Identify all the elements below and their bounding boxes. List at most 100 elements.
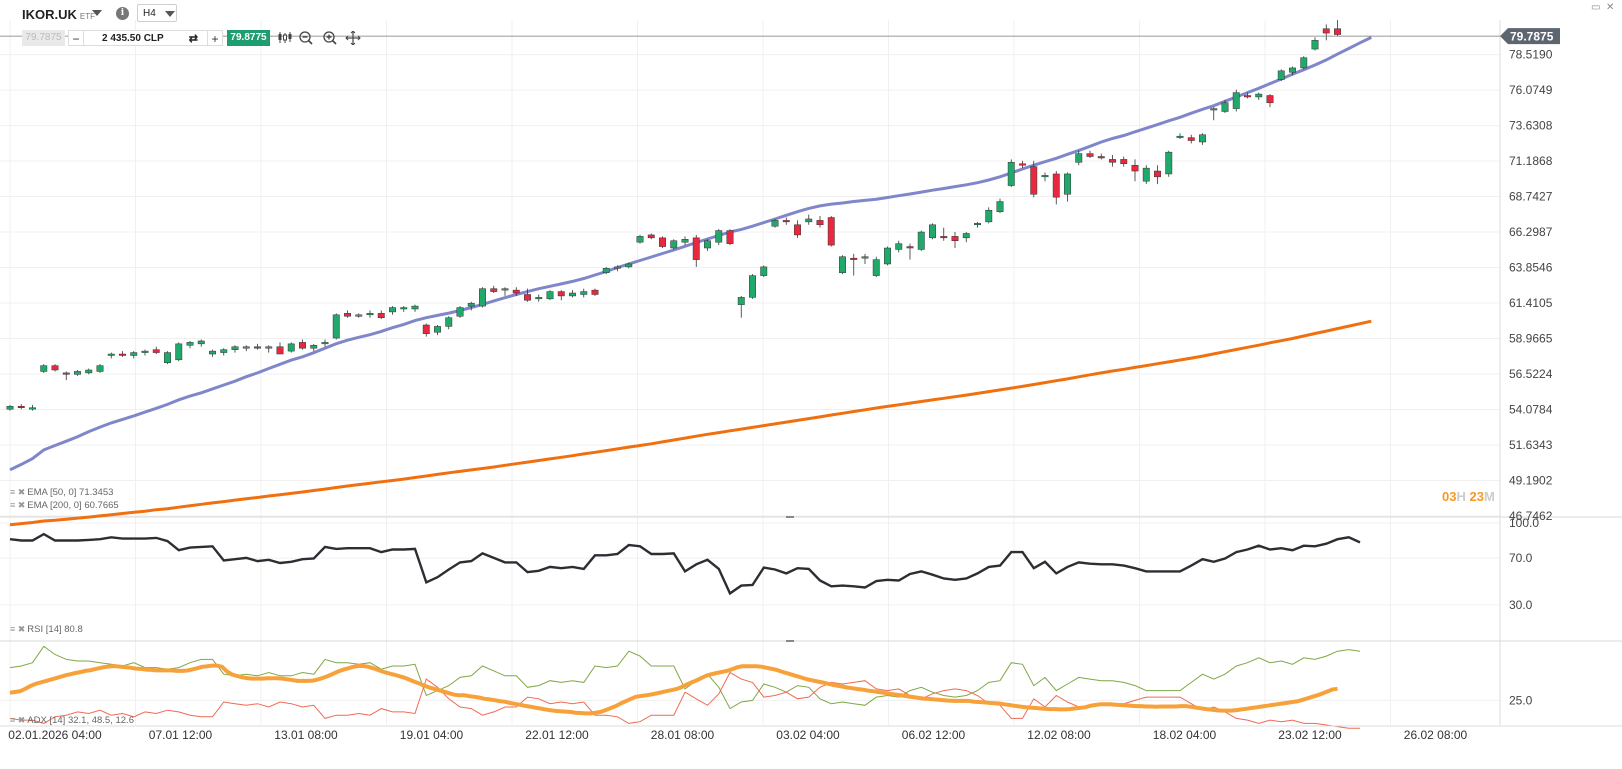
candle-countdown: 03H 23M (1442, 489, 1495, 504)
candle-up (636, 236, 644, 243)
candle-up (895, 243, 903, 250)
candles-icon[interactable] (277, 31, 293, 45)
candle-up (209, 350, 216, 355)
ema50-line-group (9, 36, 1372, 472)
candle-up (602, 268, 610, 273)
y-tick-label: 71.1868 (1509, 154, 1553, 168)
y-tick-label: 66.2987 (1509, 225, 1553, 239)
settings-icon[interactable]: ≡ ✖ (10, 624, 26, 634)
candle-up (985, 209, 993, 223)
rsi-pane (9, 532, 1361, 596)
candle-up (625, 263, 633, 268)
candle-up (962, 233, 970, 239)
candle-down (1019, 163, 1026, 166)
adx-legend[interactable]: ≡ ✖ ADX [14] 32.1, 48.5, 12.6 (10, 715, 134, 726)
candle-up (569, 292, 576, 297)
settings-icon[interactable]: ≡ ✖ (10, 500, 26, 510)
quantity-input[interactable]: 2 435.50 CLP ⇄ (84, 30, 208, 46)
candle-up (445, 317, 453, 327)
candle-up (1176, 135, 1184, 138)
candle-down (1334, 28, 1341, 35)
y-tick-label: 63.8546 (1509, 261, 1553, 275)
candle-up (242, 346, 250, 349)
info-icon[interactable]: i (116, 7, 129, 20)
crosshair-icon[interactable] (345, 31, 361, 45)
x-tick-label: 26.02 08:00 (1404, 728, 1468, 742)
candle-up (1221, 102, 1229, 112)
candle-up (805, 218, 813, 223)
symbol-selector[interactable]: IKOR.UK ETF (22, 7, 95, 22)
candle-up (1007, 162, 1015, 186)
timeframe-select[interactable]: H4 (137, 4, 177, 22)
candle-down (726, 230, 734, 244)
y-tick-label: 46.7462 (1509, 509, 1553, 523)
candle-up (872, 259, 880, 276)
candle-up (760, 266, 768, 276)
candle-up (839, 256, 846, 273)
settings-icon[interactable]: ≡ ✖ (10, 715, 26, 725)
x-tick-label: 22.01 12:00 (525, 728, 589, 742)
close-icon[interactable]: ✕ (1606, 2, 1615, 13)
minimize-icon[interactable]: ▭ (1591, 2, 1601, 13)
candle-up (287, 343, 295, 352)
current-price-label: 79.7875 (1510, 30, 1554, 44)
candle-up (614, 266, 621, 269)
candle-up (1165, 151, 1173, 175)
countdown-minutes: 23 (1469, 489, 1484, 504)
candle-up (861, 256, 869, 259)
candle-up (29, 407, 36, 410)
candle-down (692, 237, 700, 260)
pane-dividers[interactable] (0, 516, 1622, 642)
candle-up (74, 371, 81, 375)
candle-up (917, 231, 925, 250)
symbol-name: IKOR.UK (22, 7, 77, 22)
increase-quantity-button[interactable]: + (207, 30, 223, 46)
rsi-line (9, 532, 1361, 596)
y-tick-label: 68.7427 (1509, 190, 1553, 204)
x-tick-label: 02.01.2026 04:00 (8, 728, 102, 742)
decrease-quantity-button[interactable]: − (68, 30, 84, 46)
y-tick-label: 56.5224 (1509, 367, 1553, 381)
candle-down (1131, 164, 1139, 172)
candle-up (310, 345, 318, 349)
x-tick-label: 03.02 04:00 (776, 728, 840, 742)
candle-up (670, 240, 678, 249)
ema50-line (9, 36, 1372, 472)
candle-up (1300, 57, 1308, 69)
candle-up (1041, 175, 1049, 178)
candle-up (231, 346, 239, 350)
candle-up (220, 349, 228, 353)
candle-up (749, 275, 756, 298)
ema200-line (9, 319, 1372, 527)
candle-up (929, 224, 936, 239)
zoom-out-icon[interactable] (298, 31, 314, 45)
candle-up (1142, 167, 1150, 182)
adx-pane (9, 645, 1361, 729)
adx-line (9, 663, 1338, 716)
candle-up (1075, 153, 1083, 163)
rsi-legend[interactable]: ≡ ✖ RSI [14] 80.8 (10, 624, 83, 635)
ema200-legend[interactable]: ≡ ✖ EMA [200, 0] 60.7665 (10, 500, 119, 511)
x-tick-label: 06.02 12:00 (902, 728, 966, 742)
candle-up (456, 307, 464, 317)
candle-up (332, 314, 340, 339)
swap-icon[interactable]: ⇄ (188, 33, 198, 45)
y-tick-label: 73.6308 (1509, 119, 1553, 133)
candle-up (389, 307, 396, 313)
candle-up (1064, 173, 1071, 195)
zoom-in-icon[interactable] (322, 31, 338, 45)
candle-up (501, 288, 509, 291)
ema50-legend[interactable]: ≡ ✖ EMA [50, 0] 71.3453 (10, 487, 113, 498)
candle-up (535, 297, 543, 300)
candle-down (816, 220, 824, 226)
bid-price[interactable]: 79.7875 (22, 30, 65, 46)
settings-icon[interactable]: ≡ ✖ (10, 487, 26, 497)
candle-down (276, 346, 284, 355)
ask-price[interactable]: 79.8775 (227, 30, 270, 46)
x-tick-label: 23.02 12:00 (1278, 728, 1342, 742)
y-tick-label: 61.4105 (1509, 296, 1553, 310)
timeframe-value: H4 (143, 8, 156, 19)
candle-up (40, 365, 48, 372)
symbol-dropdown-icon[interactable] (92, 10, 102, 16)
